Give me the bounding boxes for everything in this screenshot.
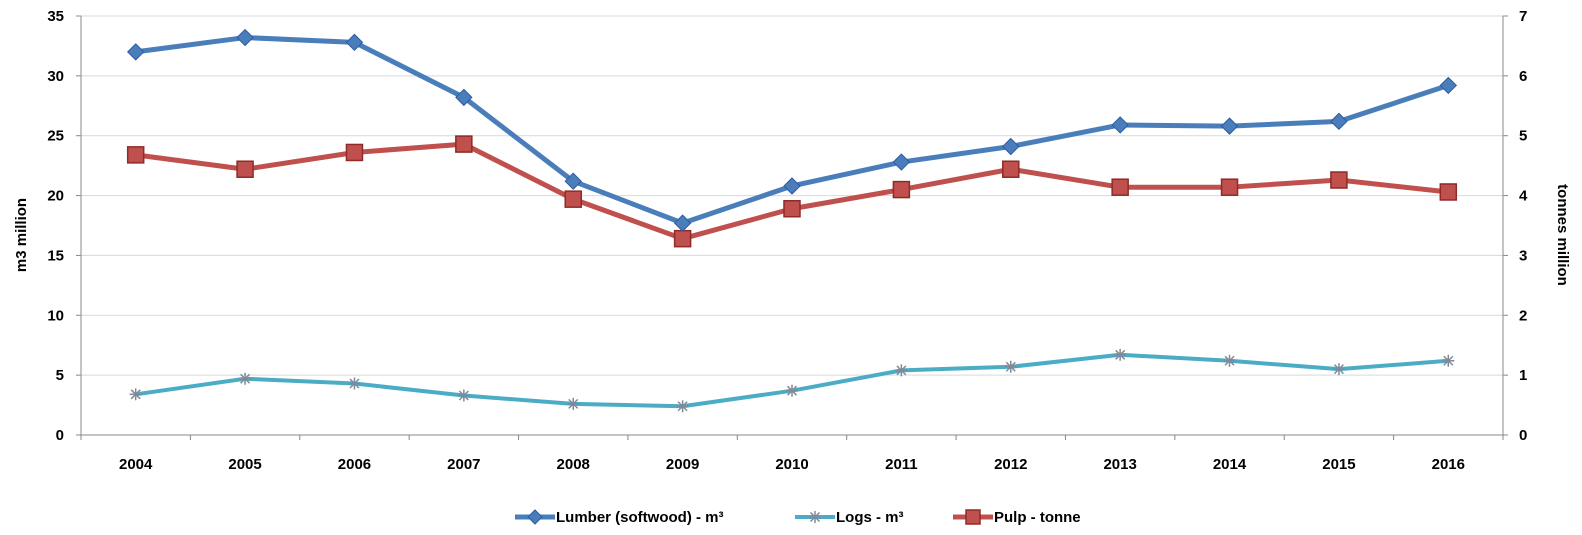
legend-label: Logs - m³	[836, 509, 904, 526]
x-tick-label: 2015	[1322, 456, 1355, 473]
x-axis-ticks: 2004 2005 2006 2007 2008 2009 2010 2011 2012 2013…	[119, 456, 1465, 473]
data-point-diamond	[1330, 112, 1348, 131]
legend-item: Lumber (softwood) - m³	[515, 509, 723, 526]
data-point-diamond	[1439, 76, 1458, 95]
data-point-square	[1330, 171, 1348, 189]
data-point-star	[786, 384, 798, 397]
data-point-diamond	[527, 509, 543, 525]
x-tick-label: 2008	[557, 456, 590, 473]
data-point-diamond	[455, 88, 473, 107]
gridlines	[81, 15, 1503, 376]
right-axis-ticks: 0 1 2 3 4 5 6 7	[1519, 8, 1528, 444]
left-tick-label: 15	[47, 247, 64, 264]
x-tick-label: 2011	[885, 456, 918, 473]
series-line	[133, 352, 1451, 409]
legend-item: Pulp - tonne	[953, 509, 1081, 526]
x-tick-label: 2006	[338, 456, 371, 473]
data-point-diamond	[236, 28, 254, 47]
data-point-diamond	[126, 43, 145, 61]
right-tick-label: 0	[1519, 427, 1527, 444]
x-tick-label: 2004	[119, 456, 153, 473]
left-tick-label: 25	[47, 128, 64, 145]
legend-item: Logs - m³	[795, 509, 904, 526]
left-tick-label: 20	[47, 188, 64, 205]
data-point-diamond	[564, 172, 582, 190]
series-logs	[129, 348, 1455, 413]
data-point-square	[892, 180, 911, 199]
legend: Lumber (softwood) - m³ Logs - m³ Pulp - to…	[515, 509, 1081, 526]
data-point-diamond	[1111, 116, 1129, 134]
axes	[76, 15, 1508, 440]
data-point-star	[348, 377, 361, 390]
data-point-square	[1439, 183, 1458, 201]
left-axis-title: m3 million	[13, 198, 30, 272]
series-pulp	[126, 135, 1458, 248]
data-point-square	[1002, 160, 1020, 178]
x-tick-label: 2016	[1432, 456, 1465, 473]
series-layer	[126, 28, 1458, 413]
data-point-square	[564, 190, 582, 208]
x-tick-label: 2009	[666, 456, 699, 473]
left-tick-label: 35	[47, 8, 64, 25]
data-point-diamond	[345, 33, 364, 52]
data-point-star	[1114, 348, 1127, 361]
data-point-diamond	[673, 214, 692, 232]
legend-label: Pulp - tonne	[994, 509, 1081, 526]
data-point-star	[676, 400, 689, 413]
legend-label: Lumber (softwood) - m³	[556, 509, 723, 526]
right-tick-label: 2	[1519, 307, 1527, 324]
right-tick-label: 3	[1519, 247, 1527, 264]
left-tick-label: 10	[47, 307, 64, 324]
x-tick-label: 2005	[228, 456, 261, 473]
right-tick-label: 1	[1519, 367, 1527, 384]
data-point-square	[1220, 178, 1239, 196]
left-tick-label: 5	[56, 367, 64, 384]
x-tick-label: 2007	[447, 456, 480, 473]
right-tick-label: 7	[1519, 8, 1527, 25]
data-point-diamond	[892, 153, 911, 171]
data-point-star	[1442, 354, 1455, 367]
data-point-square	[236, 160, 254, 178]
data-point-diamond	[783, 177, 801, 195]
right-tick-label: 6	[1519, 68, 1527, 85]
data-point-diamond	[1002, 137, 1020, 156]
data-point-star	[1004, 360, 1017, 373]
data-point-square	[455, 135, 473, 153]
data-point-star	[1223, 354, 1236, 367]
left-tick-label: 30	[47, 68, 64, 85]
data-point-square	[345, 143, 364, 162]
x-tick-label: 2014	[1213, 456, 1247, 473]
data-point-star	[129, 388, 142, 401]
x-tick-label: 2010	[775, 456, 808, 473]
data-point-diamond	[1220, 117, 1239, 135]
data-point-square	[783, 199, 801, 218]
data-point-star	[1332, 363, 1345, 376]
x-tick-label: 2012	[994, 456, 1027, 473]
x-tick-label: 2013	[1103, 456, 1136, 473]
right-tick-label: 5	[1519, 128, 1527, 145]
right-axis-title: tonnes million	[1554, 184, 1571, 286]
right-tick-label: 4	[1519, 188, 1528, 205]
data-point-star	[239, 372, 252, 385]
data-point-star	[809, 511, 821, 523]
data-point-square	[965, 509, 981, 525]
data-point-square	[126, 146, 145, 164]
data-point-star	[457, 389, 470, 402]
data-point-square	[1111, 178, 1129, 196]
series-lumber	[126, 28, 1458, 232]
left-tick-label: 0	[56, 427, 64, 444]
left-axis-ticks: 0 5 10 15 20 25 30 35	[47, 8, 64, 444]
data-point-square	[673, 229, 692, 248]
data-point-star	[895, 364, 908, 377]
data-point-star	[567, 397, 580, 410]
